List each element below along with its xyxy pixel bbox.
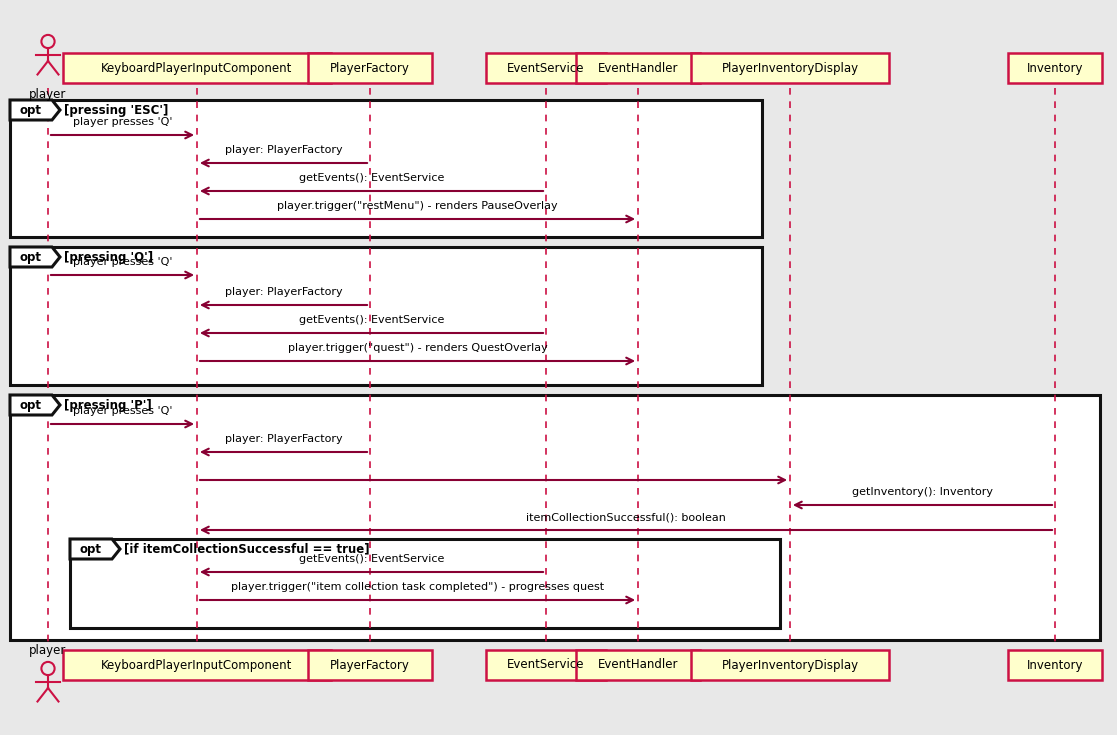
Bar bbox=[10, 247, 762, 385]
Text: player presses 'Q': player presses 'Q' bbox=[73, 406, 172, 416]
Text: opt: opt bbox=[79, 542, 102, 556]
Text: player.trigger("restMenu") - renders PauseOverlay: player.trigger("restMenu") - renders Pau… bbox=[277, 201, 557, 211]
Polygon shape bbox=[10, 395, 60, 415]
Text: PlayerInventoryDisplay: PlayerInventoryDisplay bbox=[722, 62, 859, 74]
Text: player: player bbox=[29, 88, 67, 101]
Text: KeyboardPlayerInputComponent: KeyboardPlayerInputComponent bbox=[102, 62, 293, 74]
Text: [pressing 'P']: [pressing 'P'] bbox=[64, 398, 152, 412]
Bar bbox=[10, 395, 1100, 640]
Text: KeyboardPlayerInputComponent: KeyboardPlayerInputComponent bbox=[102, 659, 293, 672]
Polygon shape bbox=[10, 100, 60, 120]
Bar bbox=[691, 53, 889, 83]
Polygon shape bbox=[70, 539, 120, 559]
Text: [pressing 'ESC']: [pressing 'ESC'] bbox=[64, 104, 169, 117]
Text: getEvents(): EventService: getEvents(): EventService bbox=[299, 554, 445, 564]
Text: opt: opt bbox=[19, 398, 41, 412]
Bar bbox=[575, 650, 700, 680]
Text: [pressing 'Q']: [pressing 'Q'] bbox=[64, 251, 153, 264]
Polygon shape bbox=[10, 247, 60, 267]
Text: PlayerFactory: PlayerFactory bbox=[330, 659, 410, 672]
Text: player: PlayerFactory: player: PlayerFactory bbox=[225, 287, 342, 297]
Text: player presses 'Q': player presses 'Q' bbox=[73, 117, 172, 127]
Text: player.trigger("item collection task completed") - progresses quest: player.trigger("item collection task com… bbox=[231, 582, 604, 592]
Text: player.trigger("quest") - renders QuestOverlay: player.trigger("quest") - renders QuestO… bbox=[287, 343, 547, 353]
Text: EventService: EventService bbox=[507, 659, 585, 672]
Bar bbox=[308, 53, 432, 83]
Bar bbox=[575, 53, 700, 83]
Bar bbox=[64, 650, 331, 680]
Text: [if itemCollectionSuccessful == true]: [if itemCollectionSuccessful == true] bbox=[124, 542, 370, 556]
Bar bbox=[10, 100, 762, 237]
Text: Inventory: Inventory bbox=[1027, 62, 1083, 74]
Text: EventHandler: EventHandler bbox=[598, 62, 678, 74]
Text: player: PlayerFactory: player: PlayerFactory bbox=[225, 434, 342, 444]
Bar bbox=[691, 650, 889, 680]
Bar bbox=[486, 53, 607, 83]
Bar bbox=[1009, 53, 1101, 83]
Text: itemCollectionSuccessful(): boolean: itemCollectionSuccessful(): boolean bbox=[526, 512, 726, 522]
Text: getEvents(): EventService: getEvents(): EventService bbox=[299, 173, 445, 183]
Text: player: PlayerFactory: player: PlayerFactory bbox=[225, 145, 342, 155]
Text: PlayerFactory: PlayerFactory bbox=[330, 62, 410, 74]
Bar bbox=[308, 650, 432, 680]
Text: getInventory(): Inventory: getInventory(): Inventory bbox=[852, 487, 993, 497]
Text: EventService: EventService bbox=[507, 62, 585, 74]
Text: EventHandler: EventHandler bbox=[598, 659, 678, 672]
Text: opt: opt bbox=[19, 104, 41, 117]
Text: player: player bbox=[29, 644, 67, 657]
Bar bbox=[64, 53, 331, 83]
Bar bbox=[70, 539, 780, 628]
Text: getEvents(): EventService: getEvents(): EventService bbox=[299, 315, 445, 325]
Bar bbox=[486, 650, 607, 680]
Text: opt: opt bbox=[19, 251, 41, 264]
Text: player presses 'Q': player presses 'Q' bbox=[73, 257, 172, 267]
Text: Inventory: Inventory bbox=[1027, 659, 1083, 672]
Text: PlayerInventoryDisplay: PlayerInventoryDisplay bbox=[722, 659, 859, 672]
Bar bbox=[1009, 650, 1101, 680]
